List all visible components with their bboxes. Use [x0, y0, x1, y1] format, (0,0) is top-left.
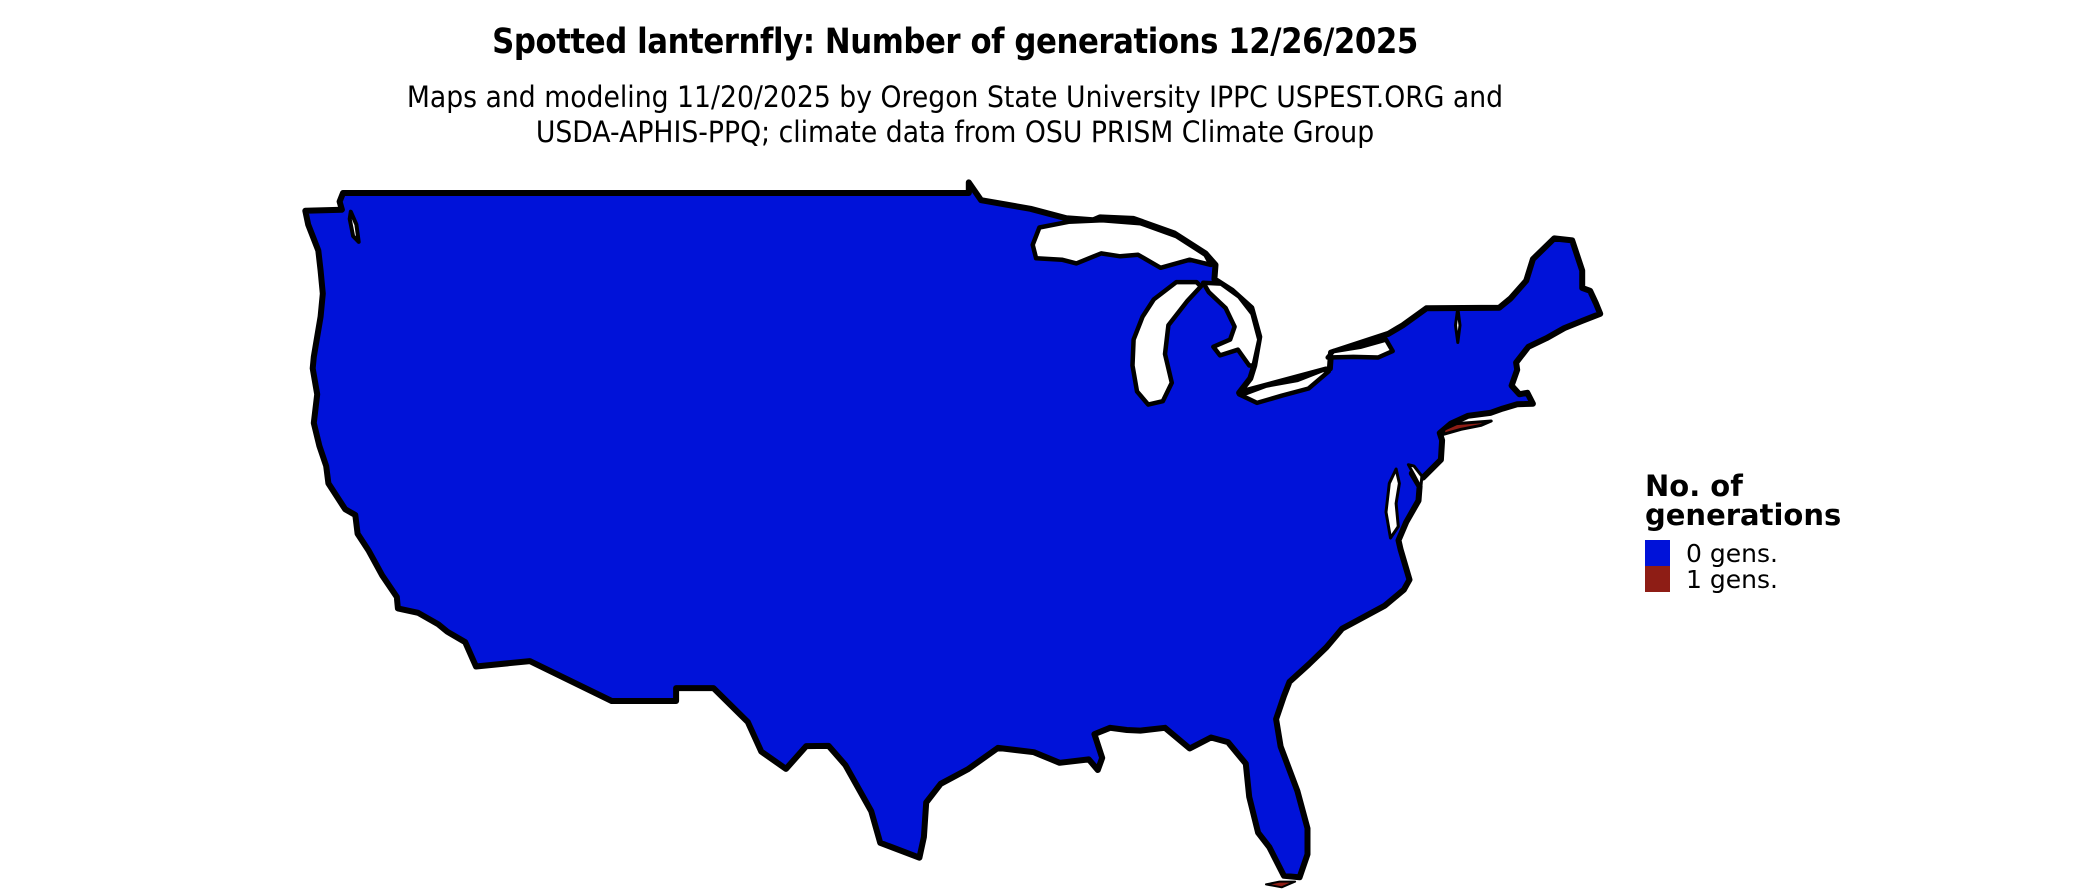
legend: No. of generations 0 gens. 1 gens. — [1645, 472, 1841, 594]
map-shape-lake-superior — [1030, 218, 1214, 271]
map-shape-chesapeake-bay — [1384, 467, 1401, 540]
map-shape-puget-sound — [347, 209, 361, 244]
legend-item-0-gens: 0 gens. — [1645, 538, 1841, 568]
legend-title-line-1: No. of — [1645, 469, 1743, 503]
subtitle: Maps and modeling 11/20/2025 by Oregon S… — [311, 80, 1599, 150]
map-shape-lake-ontario — [1325, 337, 1395, 360]
page-title: Spotted lanternfly: Number of generation… — [492, 22, 1418, 62]
map-shape-florida-keys — [1265, 880, 1297, 889]
legend-label-0-gens: 0 gens. — [1686, 538, 1778, 568]
legend-title: No. of generations — [1645, 472, 1841, 530]
map-shape-conus-fill — [305, 182, 1601, 878]
subtitle-line-1: Maps and modeling 11/20/2025 by Oregon S… — [406, 80, 1504, 114]
legend-label-1-gens: 1 gens. — [1686, 564, 1778, 594]
map-shape-lake-champlain — [1454, 306, 1462, 344]
map-shape-conus-outline — [302, 179, 1604, 881]
legend-title-line-2: generations — [1645, 498, 1842, 532]
map-shape-delaware-bay — [1406, 463, 1424, 490]
map-shape-long-island — [1441, 419, 1493, 436]
legend-swatch-0-gens — [1645, 540, 1670, 566]
map-shape-lake-erie — [1236, 367, 1332, 406]
subtitle-line-2: USDA-APHIS-PPQ; climate data from OSU PR… — [535, 115, 1375, 149]
map-shape-lake-huron — [1200, 280, 1262, 368]
map-shape-lake-michigan — [1130, 279, 1204, 407]
legend-item-1-gens: 1 gens. — [1645, 564, 1841, 594]
legend-swatch-1-gens — [1645, 566, 1670, 592]
